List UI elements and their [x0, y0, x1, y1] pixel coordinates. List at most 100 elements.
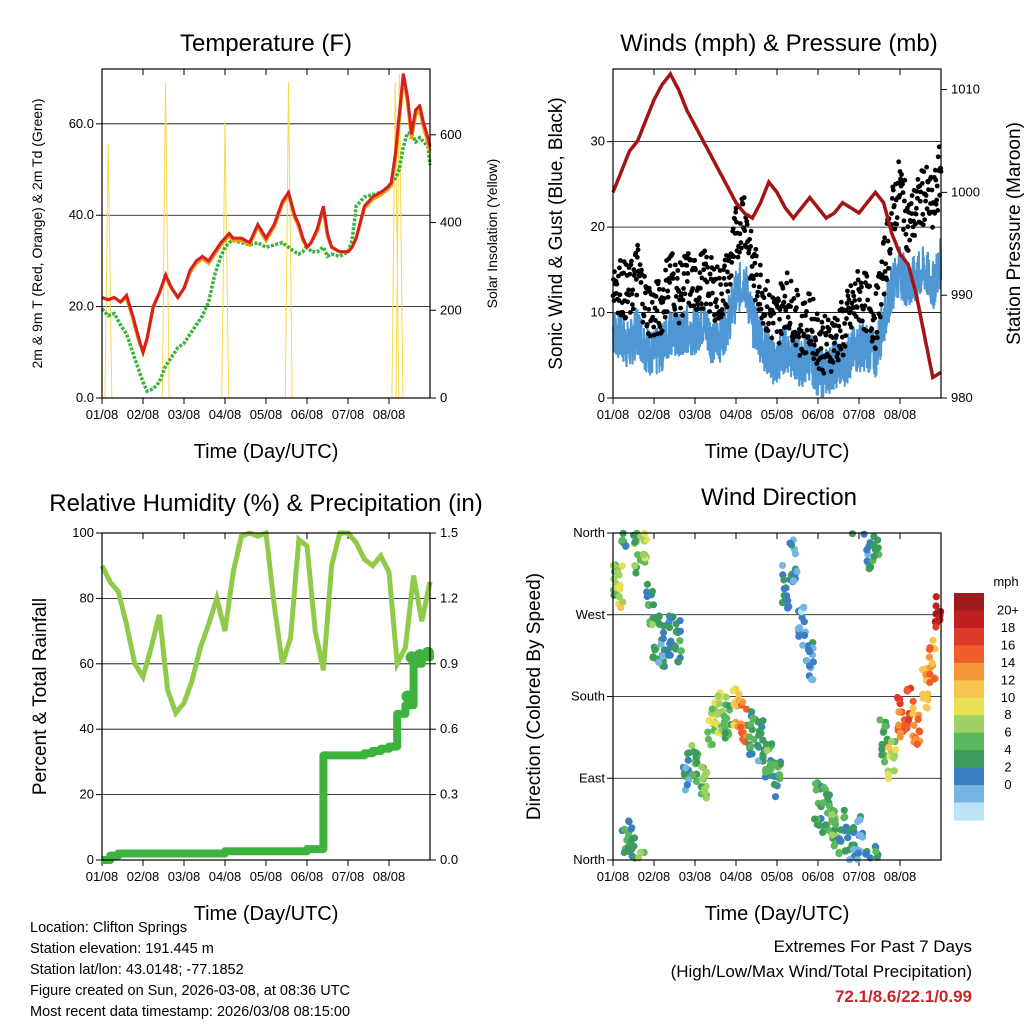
- gust-point: [665, 288, 670, 294]
- gust-point: [798, 328, 804, 334]
- gust-point: [721, 267, 726, 273]
- gust-point: [705, 264, 710, 270]
- colorbar-label: 8: [1004, 707, 1011, 722]
- direction-point: [703, 769, 711, 777]
- direction-point: [737, 723, 745, 731]
- gust-point: [682, 291, 688, 297]
- direction-xtick-label: 06/08: [802, 869, 835, 884]
- direction-plot-frame: [612, 532, 942, 861]
- gust-point: [681, 271, 687, 276]
- direction-point: [799, 641, 807, 649]
- direction-point: [701, 785, 709, 793]
- direction-point: [819, 828, 827, 837]
- gust-point: [900, 181, 905, 187]
- direction-point: [739, 698, 747, 706]
- gust-point: [766, 320, 772, 326]
- gust-point: [822, 313, 828, 319]
- gust-point: [803, 350, 809, 356]
- gust-point: [753, 246, 759, 252]
- direction-point: [715, 700, 723, 708]
- gust-point: [777, 316, 782, 322]
- direction-point: [809, 639, 817, 647]
- winds-ytick-label: 10: [591, 305, 605, 320]
- gust-point: [719, 291, 724, 297]
- winds-ytick-label: 20: [591, 219, 605, 234]
- gust-point: [667, 280, 672, 285]
- direction-xlabel: Time (Day/UTC): [705, 903, 850, 925]
- direction-point: [666, 651, 674, 659]
- gust-point: [731, 254, 737, 260]
- gust-point: [697, 295, 702, 301]
- colorbar-swatch: [954, 645, 984, 664]
- direction-point: [692, 777, 701, 786]
- colorbar-label: 0: [1004, 777, 1011, 792]
- gust-point: [909, 193, 915, 199]
- gust-point: [634, 254, 640, 260]
- temperature-xtick-label: 04/08: [209, 407, 242, 422]
- gust-point: [834, 333, 839, 338]
- gust-point: [663, 267, 668, 273]
- colorbar-label: 4: [1004, 742, 1011, 757]
- gust-point: [923, 198, 928, 204]
- humidity-ytick-label: 0: [87, 852, 94, 867]
- direction-point: [887, 738, 896, 746]
- gust-point: [854, 305, 860, 310]
- direction-point: [835, 848, 843, 857]
- gust-point: [651, 324, 657, 330]
- winds-ylabel-right: Station Pressure (Maroon): [1004, 122, 1024, 345]
- direction-point: [925, 653, 934, 661]
- direction-point: [800, 618, 808, 626]
- direction-point: [806, 648, 814, 656]
- colorbar-swatch: [954, 802, 984, 821]
- direction-point: [698, 775, 706, 783]
- gust-point: [640, 319, 646, 325]
- direction-point: [849, 824, 858, 832]
- gust-point: [626, 287, 631, 293]
- gust-point: [776, 298, 781, 304]
- gust-point: [935, 154, 941, 160]
- direction-ytick-label: East: [579, 770, 605, 785]
- gust-point: [882, 269, 888, 274]
- gust-point: [919, 181, 925, 186]
- direction-point: [771, 793, 780, 801]
- gust-point: [912, 233, 917, 238]
- direction-point: [644, 601, 653, 609]
- gust-point: [926, 187, 931, 193]
- gust-point: [708, 301, 713, 307]
- gust-point: [850, 289, 856, 295]
- direction-point: [676, 637, 684, 645]
- precipitation-marker: [401, 690, 414, 703]
- direction-point: [755, 743, 763, 751]
- direction-point: [723, 714, 731, 723]
- winds-xtick-label: 08/08: [884, 407, 917, 422]
- direction-point: [910, 721, 918, 729]
- extremes-values: 72.1/8.6/22.1/0.99: [834, 987, 972, 1006]
- direction-point: [729, 687, 737, 695]
- gust-point: [828, 369, 834, 374]
- gust-point: [730, 226, 736, 232]
- gust-point: [670, 276, 676, 281]
- direction-point: [841, 813, 849, 821]
- gust-point: [915, 195, 920, 201]
- gust-point: [934, 183, 940, 189]
- gust-point: [788, 304, 793, 309]
- winds-xtick-label: 07/08: [843, 407, 876, 422]
- gust-point: [902, 177, 908, 183]
- humidity-line: [99, 529, 433, 718]
- direction-point: [659, 629, 668, 637]
- gust-point: [787, 320, 793, 326]
- gust-point: [890, 187, 896, 193]
- gust-point: [769, 335, 775, 341]
- direction-point: [905, 716, 913, 724]
- gust-point: [653, 318, 658, 323]
- gust-point: [921, 169, 927, 175]
- colorbar-label: 10: [1001, 690, 1015, 705]
- direction-point: [688, 741, 696, 750]
- humidity-ytick-label-right: 1.2: [440, 590, 458, 605]
- direction-point: [857, 832, 865, 840]
- direction-point: [771, 760, 779, 769]
- direction-point: [755, 727, 764, 735]
- winds-ytick-label-right: 990: [951, 287, 973, 302]
- gust-point: [913, 211, 919, 217]
- gust-point: [826, 326, 832, 332]
